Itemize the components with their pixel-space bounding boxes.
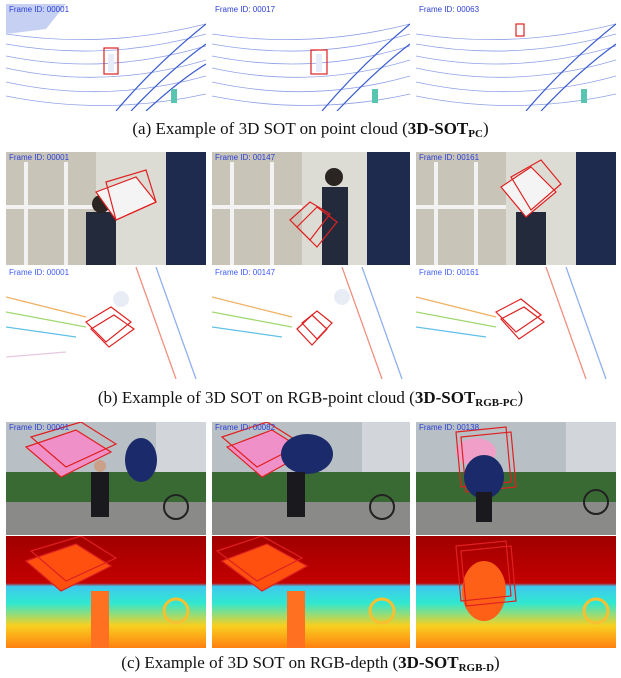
frame-label: Frame ID: 00082 xyxy=(215,423,276,432)
depth-panel-c3 xyxy=(416,536,616,648)
depth-panel-c2 xyxy=(212,536,410,648)
pc-panel-a2: Frame ID: 00017 xyxy=(212,4,410,111)
frame-label: Frame ID: 00147 xyxy=(215,268,276,277)
frame-label: Frame ID: 00147 xyxy=(215,153,276,162)
frame-label: Frame ID: 00161 xyxy=(419,268,480,277)
depth-panel-c1 xyxy=(6,536,206,648)
frame-label: Frame ID: 00138 xyxy=(419,423,480,432)
rgb-panel-b3: Frame ID: 00161 xyxy=(416,152,616,265)
frame-label: Frame ID: 00161 xyxy=(419,153,480,162)
frame-label: Frame ID: 00001 xyxy=(9,268,70,277)
rgb-panel-c2: Frame ID: 00082 xyxy=(212,422,410,535)
caption-c: (c) Example of 3D SOT on RGB-depth (3D-S… xyxy=(121,653,500,674)
pc-panel-b3: Frame ID: 00161 xyxy=(416,267,616,379)
rgb-panel-b2: Frame ID: 00147 xyxy=(212,152,410,265)
rgb-panel-c1: Frame ID: 00001 xyxy=(6,422,206,535)
pc-panel-a1: Frame ID: 00001 xyxy=(6,4,206,111)
caption-b: (b) Example of 3D SOT on RGB-point cloud… xyxy=(97,388,524,409)
frame-label: Frame ID: 00017 xyxy=(215,5,276,14)
pc-panel-a3: Frame ID: 00063 xyxy=(416,4,616,111)
frame-label: Frame ID: 00001 xyxy=(9,423,70,432)
rgb-panel-c3: Frame ID: 00138 xyxy=(416,422,616,535)
pc-panel-b1: Frame ID: 00001 xyxy=(6,267,206,379)
caption-a: (a) Example of 3D SOT on point cloud (3D… xyxy=(132,119,489,140)
rgb-panel-b1: Frame ID: 00001 xyxy=(6,152,206,265)
pc-panel-b2: Frame ID: 00147 xyxy=(212,267,410,379)
frame-label: Frame ID: 00001 xyxy=(9,5,70,14)
frame-label: Frame ID: 00063 xyxy=(419,5,480,14)
frame-label: Frame ID: 00001 xyxy=(9,153,70,162)
